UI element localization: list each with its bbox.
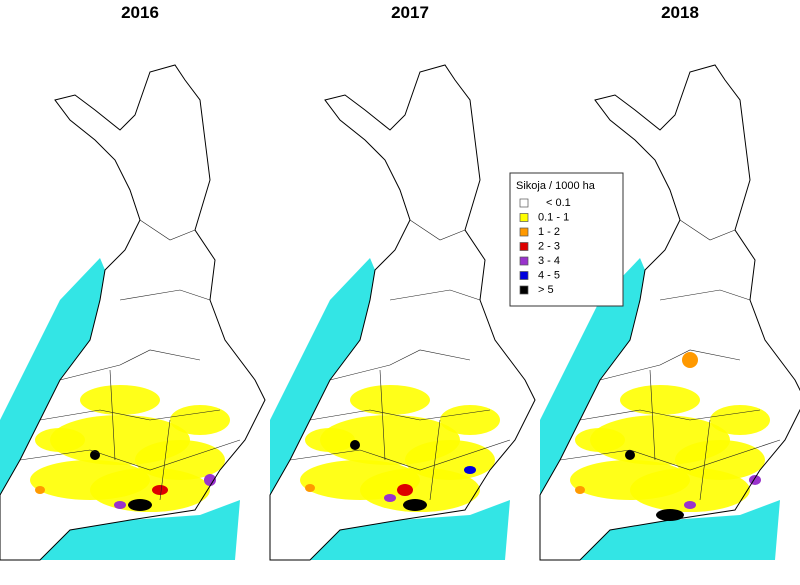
maps: 2016 2017 2018 xyxy=(0,3,800,561)
density-patch xyxy=(35,486,45,494)
legend-label: > 5 xyxy=(538,284,554,296)
density-patch xyxy=(170,405,230,435)
legend-label: 0.1 - 1 xyxy=(538,211,569,223)
density-patch xyxy=(682,352,698,368)
map-title: 2017 xyxy=(391,3,429,22)
legend-swatch xyxy=(519,213,529,222)
land-outline xyxy=(269,64,536,561)
legend: Sikoja / 1000 ha < 0.1 0.1 - 1 1 - 2 2 - 3 3… xyxy=(509,172,624,307)
region-borders xyxy=(289,219,511,501)
legend-swatch xyxy=(519,271,529,280)
density-patch xyxy=(397,484,413,496)
map-title: 2018 xyxy=(661,3,699,22)
sea xyxy=(0,258,240,560)
legend-title: Sikoja / 1000 ha xyxy=(516,180,596,192)
map-title: 2016 xyxy=(121,3,159,22)
legend-label: < 0.1 xyxy=(546,197,571,209)
density-patch xyxy=(575,428,625,452)
density-patch xyxy=(710,405,770,435)
density-patch xyxy=(620,385,700,415)
density-patch xyxy=(80,385,160,415)
land-outline xyxy=(539,64,800,561)
legend-swatch xyxy=(519,198,529,208)
legend-box xyxy=(509,172,624,307)
legend-swatch xyxy=(519,256,529,266)
finland-map: 2016 xyxy=(0,3,266,561)
density-patch xyxy=(305,428,355,452)
density-patch xyxy=(204,474,216,486)
finland-map: 2017 xyxy=(269,3,536,561)
density-patch xyxy=(152,485,168,495)
density-patch xyxy=(350,440,360,450)
density-patch xyxy=(684,501,696,509)
density-patch xyxy=(440,405,500,435)
density-patch xyxy=(625,450,635,460)
density-patch xyxy=(656,509,684,521)
density-patch xyxy=(464,466,476,474)
legend-swatch xyxy=(519,242,529,251)
legend-label: 3 - 4 xyxy=(538,255,560,267)
legend-swatch xyxy=(519,227,529,237)
density-patch xyxy=(350,385,430,415)
region-borders xyxy=(559,219,781,501)
density-patch xyxy=(384,494,396,502)
density-patch xyxy=(114,501,126,509)
sea xyxy=(540,258,780,560)
finland-map: 2018 xyxy=(539,3,800,561)
land-outline xyxy=(0,64,266,561)
density-patch xyxy=(305,484,315,492)
legend-label: 4 - 5 xyxy=(538,269,560,281)
density-patch xyxy=(575,486,585,494)
region-borders xyxy=(19,219,241,501)
density-patch xyxy=(403,499,427,511)
legend-label: 1 - 2 xyxy=(538,226,560,238)
legend-swatch xyxy=(519,285,529,295)
density-patch xyxy=(35,428,85,452)
density-patch xyxy=(128,499,152,511)
density-patch xyxy=(749,475,761,485)
sea xyxy=(270,258,510,560)
legend-label: 2 - 3 xyxy=(538,240,560,252)
